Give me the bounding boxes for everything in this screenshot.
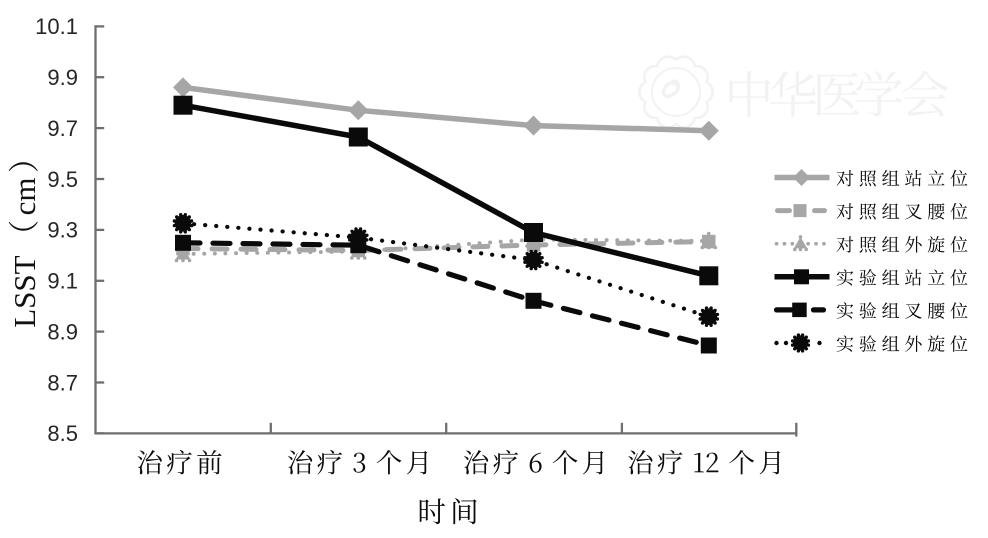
svg-text:9.5: 9.5 <box>47 167 78 192</box>
svg-text:8.7: 8.7 <box>47 370 78 395</box>
svg-text:9.3: 9.3 <box>47 218 78 243</box>
svg-text:10.1: 10.1 <box>35 14 78 39</box>
svg-text:LSST: LSST <box>7 255 42 327</box>
svg-text:8.9: 8.9 <box>47 319 78 344</box>
svg-text:8.5: 8.5 <box>47 421 78 446</box>
svg-text:9.7: 9.7 <box>47 116 78 141</box>
svg-text:cm: cm <box>7 178 42 216</box>
svg-text:9.1: 9.1 <box>47 269 78 294</box>
svg-text:9.9: 9.9 <box>47 65 78 90</box>
